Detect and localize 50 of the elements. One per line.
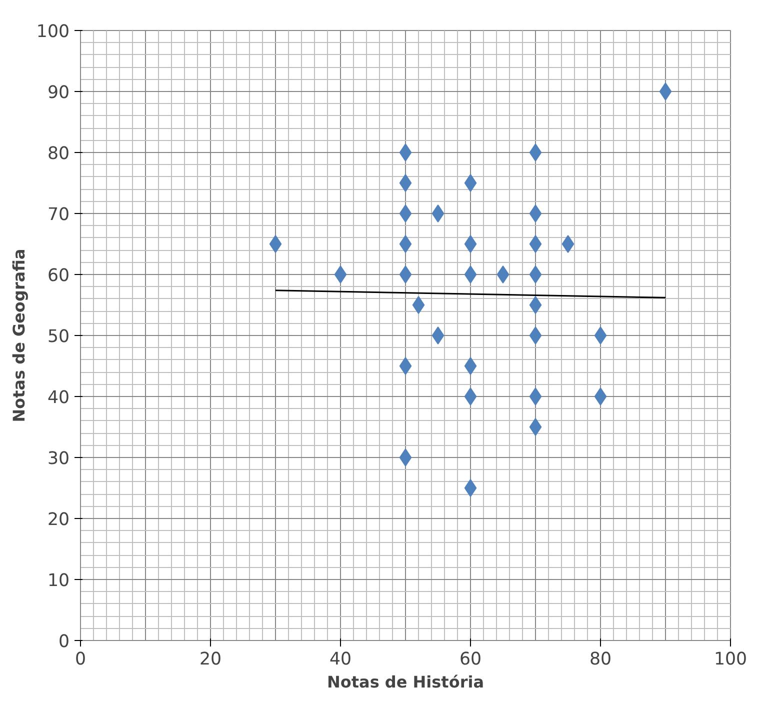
x-tick-label: 20 bbox=[199, 650, 222, 670]
point bbox=[529, 418, 542, 436]
y-tick-label: 60 bbox=[47, 266, 70, 286]
x-tick-label: 0 bbox=[74, 650, 86, 670]
point bbox=[529, 235, 542, 253]
point bbox=[412, 296, 425, 314]
point bbox=[464, 388, 477, 406]
point bbox=[529, 296, 542, 314]
point bbox=[464, 266, 477, 284]
point bbox=[659, 82, 672, 100]
point bbox=[529, 204, 542, 222]
y-tick-label: 10 bbox=[47, 571, 70, 591]
x-tick-label: 80 bbox=[589, 650, 612, 670]
point bbox=[562, 235, 574, 253]
y-tick-label: 0 bbox=[58, 632, 70, 652]
point bbox=[529, 144, 542, 162]
point bbox=[464, 479, 477, 497]
x-tick-label: 60 bbox=[459, 650, 482, 670]
point bbox=[464, 174, 477, 192]
x-tick-label: 100 bbox=[714, 650, 748, 670]
point bbox=[594, 326, 607, 344]
y-tick-label: 90 bbox=[47, 83, 70, 103]
y-tick-label: 20 bbox=[47, 510, 70, 530]
point bbox=[529, 326, 542, 344]
point bbox=[464, 235, 477, 253]
point bbox=[399, 144, 412, 162]
x-axis-title: Notas de História bbox=[326, 672, 484, 692]
y-tick-label: 40 bbox=[47, 388, 70, 408]
point bbox=[334, 266, 347, 284]
x-tick-label: 40 bbox=[329, 650, 352, 670]
y-tick-label: 80 bbox=[47, 144, 70, 164]
point bbox=[269, 235, 282, 253]
point bbox=[432, 204, 444, 222]
point bbox=[399, 174, 412, 192]
y-tick-label: 50 bbox=[47, 327, 70, 347]
point bbox=[529, 388, 542, 406]
point bbox=[399, 204, 412, 222]
point bbox=[399, 357, 412, 375]
y-tick-label: 100 bbox=[36, 22, 70, 42]
point bbox=[464, 357, 477, 375]
point bbox=[594, 388, 607, 406]
point bbox=[399, 266, 412, 284]
point bbox=[496, 266, 510, 284]
point bbox=[432, 326, 444, 344]
point bbox=[399, 448, 412, 466]
y-tick-label: 70 bbox=[47, 205, 70, 225]
point bbox=[399, 235, 412, 253]
y-tick-label: 30 bbox=[47, 449, 70, 469]
y-axis-title: Notas de Geografia bbox=[9, 248, 28, 422]
point bbox=[529, 266, 542, 284]
